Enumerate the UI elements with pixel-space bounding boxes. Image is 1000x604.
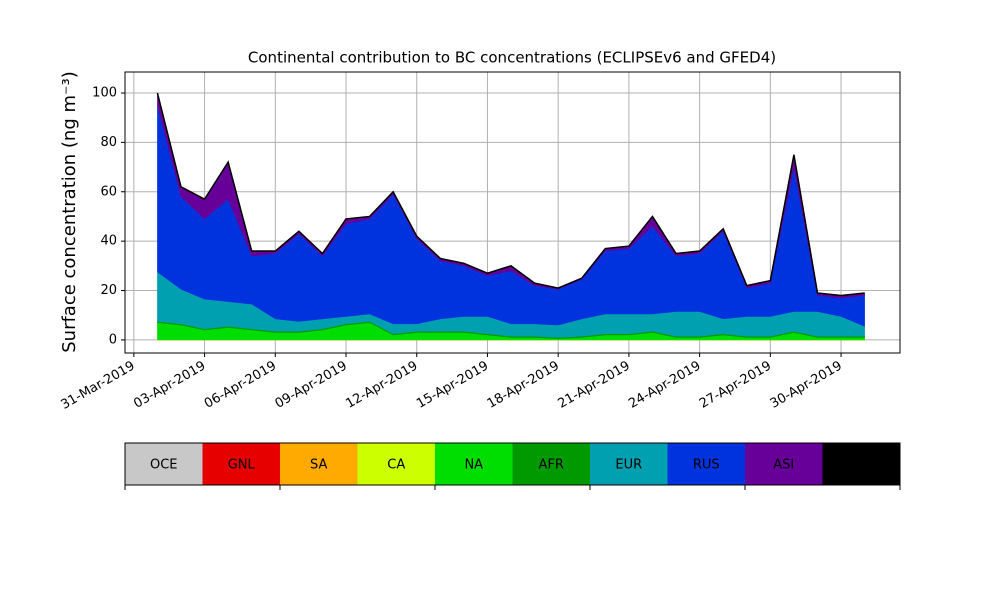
legend-swatch xyxy=(512,443,590,485)
x-tick-label: 30-Apr-2019 xyxy=(768,359,845,412)
legend-label: ASI xyxy=(773,458,794,473)
legend-swatch xyxy=(202,443,280,485)
x-tick-label: 27-Apr-2019 xyxy=(697,359,774,412)
x-tick-label: 06-Apr-2019 xyxy=(202,359,279,412)
y-tick-label: 40 xyxy=(100,234,117,249)
legend-frame xyxy=(124,442,901,486)
legend-swatch xyxy=(357,443,435,485)
legend-swatch xyxy=(745,443,823,485)
chart-title: Continental contribution to BC concentra… xyxy=(248,49,776,67)
y-axis-label: Surface concentration (ng m⁻³) xyxy=(59,71,80,353)
x-tick-label: 21-Apr-2019 xyxy=(556,359,633,412)
legend-swatch xyxy=(125,443,203,485)
x-tick-label: 24-Apr-2019 xyxy=(626,359,703,412)
x-tick-label: 18-Apr-2019 xyxy=(485,359,562,412)
legend-label: AUS xyxy=(848,458,875,473)
x-tick-label: 09-Apr-2019 xyxy=(273,359,350,412)
legend-swatch xyxy=(822,443,900,485)
legend-swatch xyxy=(590,443,668,485)
x-tick-label: 03-Apr-2019 xyxy=(131,359,208,412)
legend-label: NA xyxy=(464,458,483,473)
y-tick-label: 100 xyxy=(92,85,117,100)
legend-swatch xyxy=(435,443,513,485)
legend-label: CA xyxy=(387,458,405,473)
y-tick-label: 20 xyxy=(100,283,117,298)
legend-swatch xyxy=(280,443,358,485)
legend-label: GNL xyxy=(228,458,256,473)
legend-label: RUS xyxy=(693,458,720,473)
legend-label: AFR xyxy=(539,458,564,473)
y-tick-label: 0 xyxy=(109,332,117,347)
y-tick-label: 60 xyxy=(100,184,117,199)
y-tick-label: 80 xyxy=(100,135,117,150)
legend-label: EUR xyxy=(615,458,642,473)
x-tick-label: 15-Apr-2019 xyxy=(414,359,491,412)
plot-frame xyxy=(124,71,901,354)
legend-label: SA xyxy=(310,458,327,473)
legend-swatch xyxy=(667,443,745,485)
x-tick-label: 12-Apr-2019 xyxy=(343,359,420,412)
x-tick-label: 31-Mar-2019 xyxy=(58,359,137,413)
legend-label: OCE xyxy=(150,458,178,473)
